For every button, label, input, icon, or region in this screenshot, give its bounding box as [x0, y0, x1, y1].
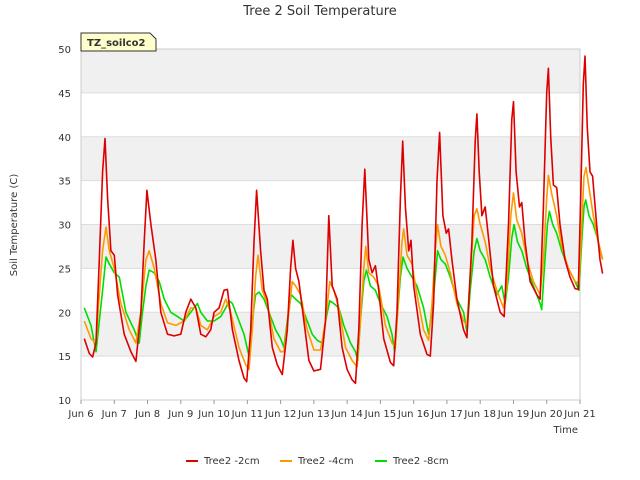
y-tick-label: 10: [58, 396, 71, 407]
series-line: [83, 199, 604, 362]
x-axis-label: Time: [553, 425, 578, 436]
x-tick-label: Jun 7: [101, 409, 127, 420]
background-bands: [81, 49, 580, 400]
x-tick-label: Jun 8: [134, 409, 160, 420]
background-band: [81, 312, 580, 357]
x-tick-label: Jun 15: [364, 409, 397, 420]
x-tick-label: Jun 20: [530, 409, 563, 420]
background-band: [81, 180, 580, 225]
x-axis-ticks: Jun 6 Jun 7 Jun 8 Jun 9 Jun 10 Jun 11 Jun 12 Ju…: [67, 400, 596, 420]
x-tick-label: Jun 11: [231, 409, 264, 420]
x-tick-label: Jun 19: [497, 409, 530, 420]
y-tick-label: 15: [58, 352, 71, 363]
legend-label: Tree2 -8cm: [392, 456, 449, 467]
x-tick-label: Jun 12: [264, 409, 297, 420]
x-tick-label: Jun 9: [167, 409, 193, 420]
x-tick-label: Jun 17: [430, 409, 463, 420]
y-tick-label: 50: [58, 45, 71, 56]
y-tick-label: 35: [58, 177, 71, 188]
series-line: [83, 55, 604, 385]
y-tick-label: 40: [58, 133, 71, 144]
x-tick-label: Jun 16: [397, 409, 430, 420]
x-tick-label: Jun 6: [67, 409, 93, 420]
background-band: [81, 356, 580, 400]
y-axis-label: Soil Temperature (C): [9, 174, 20, 277]
tz-tag: TZ_soilco2: [80, 32, 157, 52]
x-tick-label: Jun 21: [563, 409, 596, 420]
chart-title: Tree 2 Soil Temperature: [242, 4, 397, 19]
background-band: [81, 92, 580, 137]
legend-label: Tree2 -2cm: [203, 456, 260, 467]
y-tick-label: 25: [58, 264, 71, 275]
legend: Tree2 -2cm Tree2 -4cm Tree2 -8cm: [186, 456, 449, 467]
legend-label: Tree2 -4cm: [297, 456, 354, 467]
x-tick-label: Jun 10: [197, 409, 230, 420]
y-tick-label: 45: [58, 89, 71, 100]
y-tick-label: 30: [58, 221, 71, 232]
y-tick-label: 20: [58, 308, 71, 319]
background-band: [81, 49, 580, 93]
tz-tag-box: [80, 32, 157, 52]
series-lines: [83, 55, 604, 385]
x-tick-label: Jun 13: [297, 409, 330, 420]
x-tick-label: Jun 14: [330, 409, 363, 420]
tz-tag-label: TZ_soilco2: [87, 38, 146, 49]
y-axis-ticks: 10 15 20 25 30 35 40 45 50: [58, 45, 71, 407]
x-tick-label: Jun 18: [463, 409, 496, 420]
background-band: [81, 136, 580, 181]
